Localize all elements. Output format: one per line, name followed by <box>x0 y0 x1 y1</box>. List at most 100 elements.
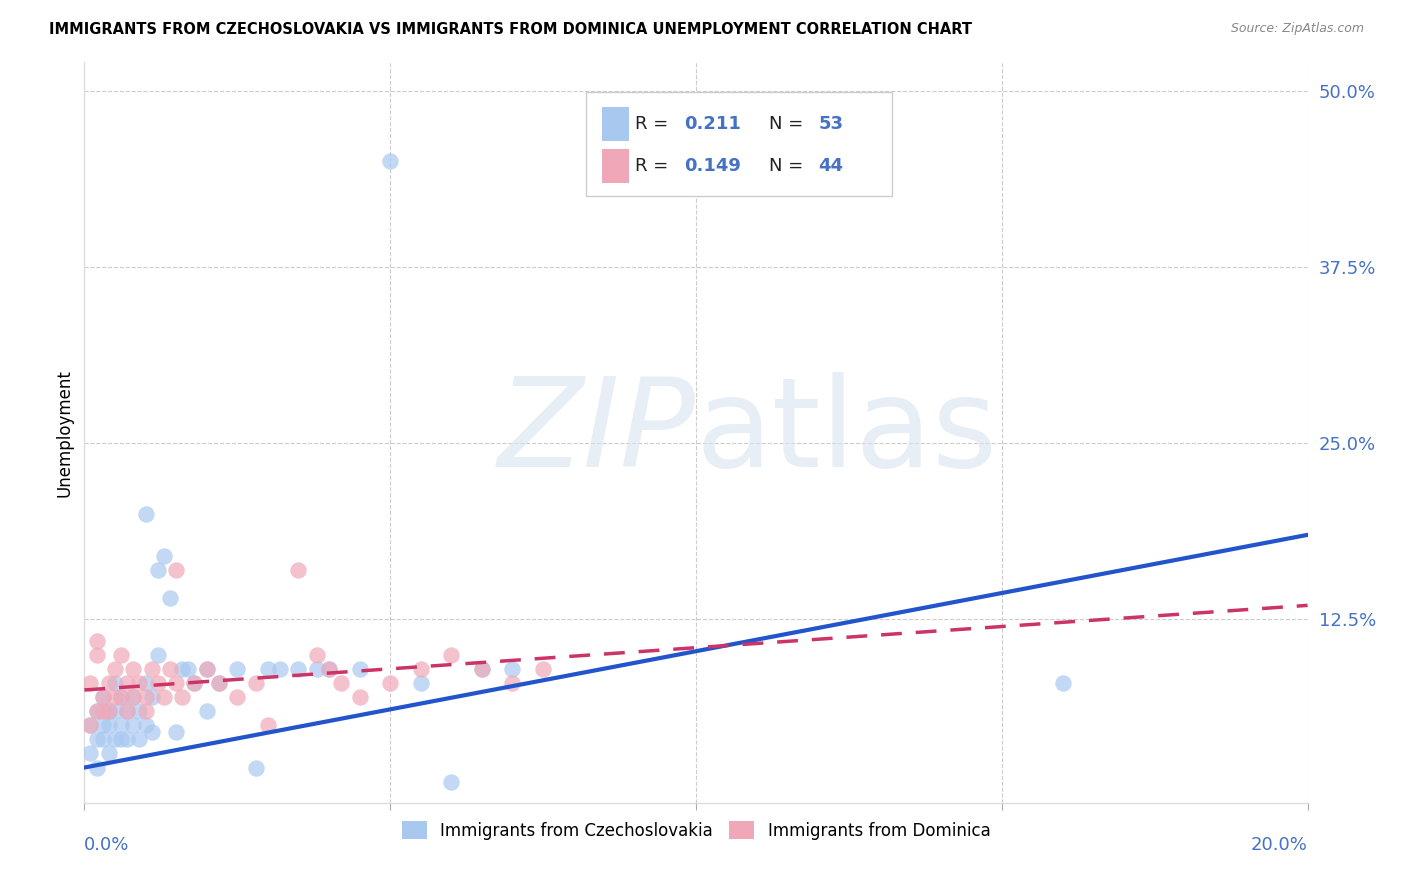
Point <box>141 690 163 704</box>
Point <box>380 154 402 169</box>
Y-axis label: Unemployment: Unemployment <box>55 368 73 497</box>
Point <box>115 676 138 690</box>
Point <box>287 662 309 676</box>
Text: N =: N = <box>769 115 810 133</box>
Point <box>104 704 127 718</box>
Point <box>128 732 150 747</box>
Point <box>91 718 114 732</box>
Point <box>245 760 267 774</box>
Point <box>115 732 138 747</box>
Point <box>165 563 187 577</box>
Point <box>91 704 114 718</box>
Point <box>226 690 249 704</box>
Point <box>349 662 371 676</box>
Point <box>79 718 101 732</box>
Point <box>440 648 463 662</box>
Point <box>318 662 340 676</box>
Point <box>471 662 494 676</box>
Point <box>86 704 108 718</box>
Point <box>97 704 120 718</box>
Point <box>115 704 138 718</box>
Point <box>135 507 157 521</box>
Point <box>471 662 494 676</box>
Point <box>257 718 280 732</box>
Text: 20.0%: 20.0% <box>1251 836 1308 855</box>
Point <box>110 690 132 704</box>
Point <box>305 648 328 662</box>
Point <box>110 648 132 662</box>
Point <box>183 676 205 690</box>
Point <box>128 704 150 718</box>
Point <box>122 690 145 704</box>
Point <box>122 690 145 704</box>
Point <box>245 676 267 690</box>
Text: Source: ZipAtlas.com: Source: ZipAtlas.com <box>1230 22 1364 36</box>
Point <box>380 676 402 690</box>
Point <box>208 676 231 690</box>
Point <box>153 549 176 563</box>
Text: atlas: atlas <box>696 372 998 493</box>
Point <box>79 718 101 732</box>
Point <box>531 662 554 676</box>
Text: 0.149: 0.149 <box>683 157 741 175</box>
Point <box>135 718 157 732</box>
Point <box>135 704 157 718</box>
Point <box>177 662 200 676</box>
Point <box>153 690 176 704</box>
Point <box>86 704 108 718</box>
Text: 0.0%: 0.0% <box>84 836 129 855</box>
Point <box>128 676 150 690</box>
Point <box>146 676 169 690</box>
Point <box>141 662 163 676</box>
Point <box>502 662 524 676</box>
Point <box>110 718 132 732</box>
Point <box>165 676 187 690</box>
Point <box>349 690 371 704</box>
FancyBboxPatch shape <box>586 92 891 195</box>
Point <box>208 676 231 690</box>
Point <box>91 732 114 747</box>
Point <box>97 718 120 732</box>
Point <box>1052 676 1074 690</box>
Point <box>97 676 120 690</box>
Point <box>183 676 205 690</box>
Point <box>86 633 108 648</box>
Point <box>195 704 218 718</box>
Point <box>159 662 181 676</box>
Legend: Immigrants from Czechoslovakia, Immigrants from Dominica: Immigrants from Czechoslovakia, Immigran… <box>395 814 997 847</box>
Point <box>330 676 353 690</box>
Point <box>97 704 120 718</box>
Point <box>146 563 169 577</box>
Point <box>318 662 340 676</box>
Point <box>122 662 145 676</box>
Point <box>409 676 432 690</box>
Point <box>135 690 157 704</box>
Point <box>305 662 328 676</box>
Point <box>502 676 524 690</box>
Point <box>172 662 194 676</box>
Point <box>226 662 249 676</box>
Point <box>79 747 101 761</box>
Point <box>146 648 169 662</box>
Point <box>195 662 218 676</box>
FancyBboxPatch shape <box>602 150 628 183</box>
Point <box>269 662 291 676</box>
Text: R =: R = <box>636 157 673 175</box>
Point <box>86 760 108 774</box>
Point <box>172 690 194 704</box>
Point <box>104 732 127 747</box>
Point <box>122 718 145 732</box>
Text: 53: 53 <box>818 115 844 133</box>
Text: ZIP: ZIP <box>498 372 696 493</box>
Text: R =: R = <box>636 115 673 133</box>
Point <box>257 662 280 676</box>
Text: IMMIGRANTS FROM CZECHOSLOVAKIA VS IMMIGRANTS FROM DOMINICA UNEMPLOYMENT CORRELAT: IMMIGRANTS FROM CZECHOSLOVAKIA VS IMMIGR… <box>49 22 972 37</box>
Point <box>195 662 218 676</box>
Point <box>91 690 114 704</box>
Point <box>97 747 120 761</box>
Point <box>91 690 114 704</box>
Point <box>79 676 101 690</box>
Point <box>86 648 108 662</box>
Text: 44: 44 <box>818 157 844 175</box>
Point <box>86 732 108 747</box>
